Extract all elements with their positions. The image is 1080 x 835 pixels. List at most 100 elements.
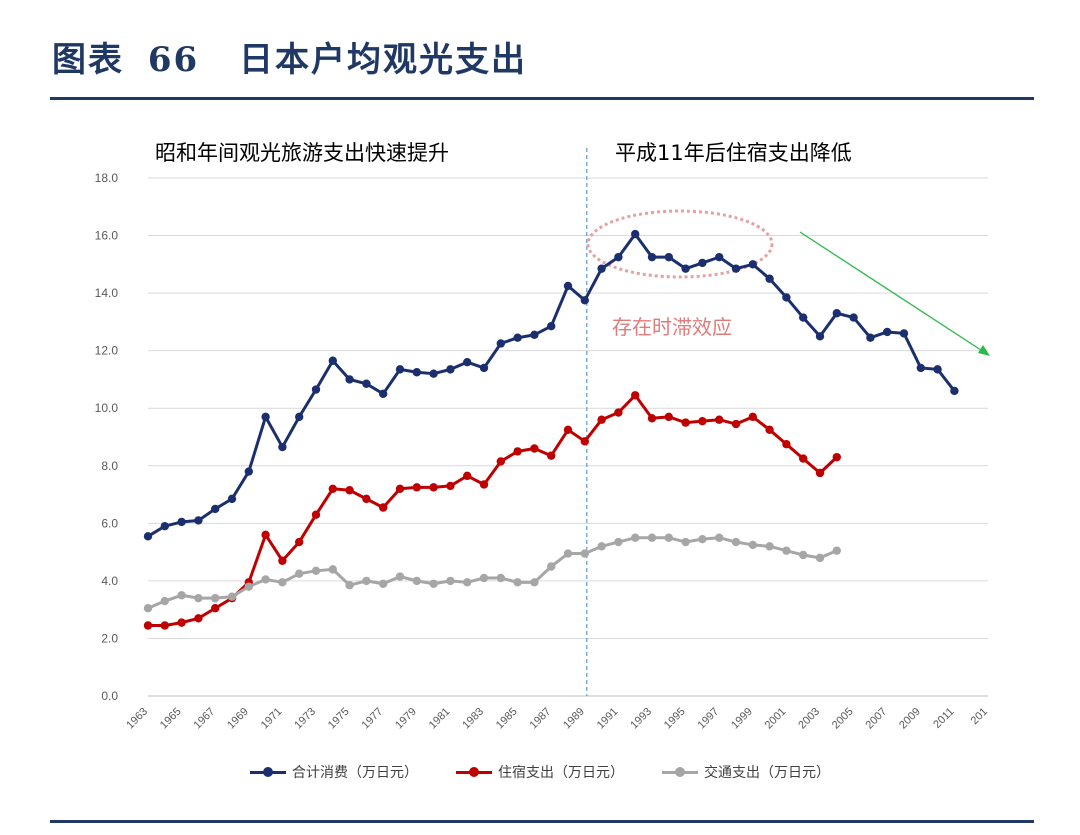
data-point-2	[580, 437, 589, 446]
data-point-3	[362, 576, 371, 586]
x-tick-label: 1997	[696, 706, 722, 732]
data-point-3	[815, 553, 825, 563]
data-point-1	[563, 281, 573, 291]
data-point-1	[916, 363, 925, 373]
data-point-3	[446, 576, 455, 586]
x-tick-label: 1973	[292, 706, 318, 732]
data-point-2	[412, 483, 421, 492]
x-tick-label: 2011	[931, 706, 956, 731]
data-point-3	[261, 575, 270, 584]
data-point-3	[227, 592, 237, 601]
data-point-2	[362, 494, 371, 504]
data-point-3	[647, 533, 657, 542]
data-point-2	[278, 556, 287, 565]
data-point-3	[412, 576, 421, 586]
data-point-2	[496, 457, 505, 466]
data-point-3	[765, 542, 774, 551]
x-tick-label: 1967	[192, 706, 218, 732]
trend-arrow-head	[978, 345, 990, 356]
data-point-1	[513, 333, 522, 342]
data-point-1	[328, 356, 337, 365]
data-point-1	[261, 412, 270, 422]
data-point-3	[479, 573, 489, 583]
data-point-1	[446, 365, 455, 374]
data-point-2	[715, 415, 724, 424]
data-point-2	[614, 408, 623, 417]
data-point-3	[782, 546, 791, 555]
data-point-2	[160, 621, 169, 630]
data-point-2	[295, 537, 304, 547]
data-point-3	[278, 578, 287, 587]
data-point-2	[799, 454, 808, 463]
data-point-1	[244, 467, 253, 476]
data-point-2	[261, 530, 270, 540]
data-point-3	[580, 549, 589, 558]
x-tick-label: 1983	[460, 706, 486, 732]
data-point-2	[681, 418, 690, 427]
x-tick-label: 1989	[561, 706, 587, 732]
data-point-1	[647, 252, 657, 262]
x-tick-label: 1977	[360, 706, 386, 732]
data-point-3	[463, 578, 472, 587]
data-point-3	[681, 537, 690, 547]
legend-item-2: 住宿支出（万日元）	[456, 762, 624, 782]
data-point-3	[328, 565, 337, 574]
right-heading: 平成11年后住宿支出降低	[615, 141, 852, 165]
x-tick-label: 1999	[729, 706, 755, 732]
data-point-2	[597, 415, 606, 424]
data-point-3	[614, 537, 623, 547]
data-point-1	[597, 264, 606, 273]
series-line-2	[148, 393, 838, 627]
y-tick-label: 2.0	[101, 631, 118, 645]
data-point-3	[563, 549, 573, 558]
y-tick-label: 0.0	[101, 689, 118, 703]
x-tick-label: 1975	[326, 706, 352, 732]
data-point-3	[295, 569, 304, 578]
data-point-1	[832, 309, 841, 318]
data-point-3	[345, 581, 354, 590]
data-point-1	[479, 363, 489, 373]
data-point-1	[933, 365, 942, 374]
data-point-3	[244, 582, 253, 591]
data-point-3	[379, 579, 388, 588]
data-point-3	[698, 534, 707, 544]
data-point-3	[547, 562, 556, 571]
data-point-2	[647, 414, 657, 423]
legend-item-3: 交通支出（万日元）	[662, 762, 830, 782]
data-point-2	[463, 471, 472, 481]
data-point-3	[160, 596, 169, 606]
data-point-2	[832, 452, 841, 462]
data-point-2	[311, 510, 321, 519]
peak-ellipse	[586, 209, 774, 279]
y-tick-label: 8.0	[101, 459, 118, 473]
lag-note: 存在时滞效应	[612, 315, 732, 339]
data-point-2	[815, 468, 825, 478]
data-point-1	[463, 357, 472, 367]
data-point-1	[765, 274, 774, 283]
figure-title-text: 日本户均观光支出	[239, 40, 528, 80]
x-tick-label: 1963	[124, 706, 150, 732]
data-point-1	[496, 339, 505, 348]
x-tick-label: 2005	[830, 706, 856, 732]
data-point-2	[547, 451, 556, 460]
data-point-2	[563, 425, 573, 435]
data-point-3	[715, 533, 724, 542]
y-tick-label: 10.0	[95, 401, 119, 415]
x-tick-label: 1985	[494, 706, 520, 732]
data-point-1	[362, 379, 371, 388]
data-point-2	[631, 391, 640, 400]
x-tick-label: 2009	[897, 706, 923, 732]
data-point-1	[530, 330, 539, 340]
data-point-1	[748, 260, 757, 269]
y-tick-label: 6.0	[101, 516, 118, 530]
x-tick-label: 1969	[225, 706, 251, 732]
data-point-1	[849, 313, 858, 322]
data-point-2	[479, 480, 489, 489]
data-point-2	[429, 483, 438, 492]
legend-label: 合计消费（万日元）	[292, 765, 418, 781]
data-point-1	[429, 369, 438, 378]
data-point-1	[899, 329, 909, 338]
data-point-2	[211, 604, 220, 613]
data-point-3	[177, 591, 186, 600]
data-point-1	[379, 389, 388, 399]
